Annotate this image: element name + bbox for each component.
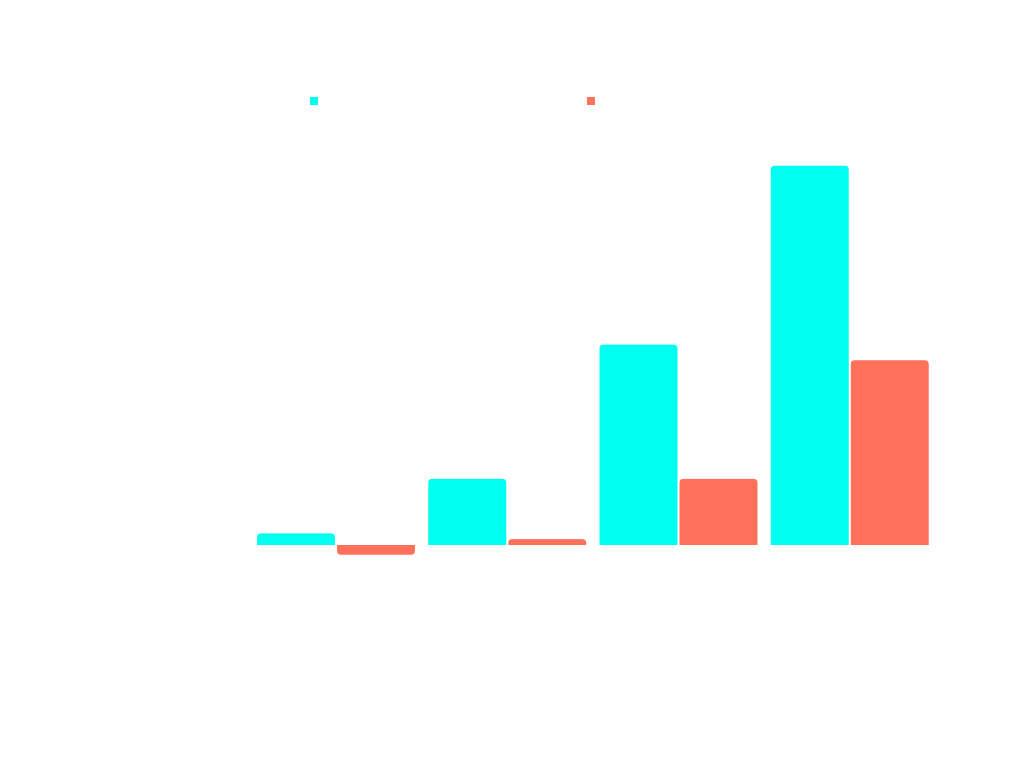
bars-group <box>257 165 929 555</box>
legend-swatch-series-2 <box>587 97 595 105</box>
bar-series-2-category-3 <box>679 478 758 545</box>
bar-series-2-category-1 <box>337 545 415 555</box>
bar-series-1-category-4 <box>770 165 849 545</box>
legend-swatch-series-1 <box>310 97 318 105</box>
bar-series-1-category-3 <box>599 344 678 545</box>
legend <box>310 97 595 105</box>
bar-series-1-category-1 <box>257 533 335 545</box>
bar-series-1-category-2 <box>428 478 507 545</box>
bar-series-2-category-4 <box>850 360 929 545</box>
bar-series-2-category-2 <box>508 539 587 545</box>
